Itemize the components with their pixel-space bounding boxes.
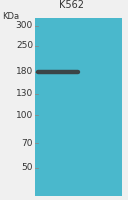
Text: 300: 300 — [16, 21, 33, 30]
Text: 70: 70 — [22, 138, 33, 148]
Text: K562: K562 — [60, 0, 84, 10]
Text: 100: 100 — [16, 110, 33, 119]
Bar — [35, 18, 122, 196]
Text: 50: 50 — [22, 164, 33, 172]
Text: 180: 180 — [16, 68, 33, 76]
Text: 130: 130 — [16, 90, 33, 98]
Text: KDa: KDa — [2, 12, 19, 21]
Text: 250: 250 — [16, 42, 33, 50]
